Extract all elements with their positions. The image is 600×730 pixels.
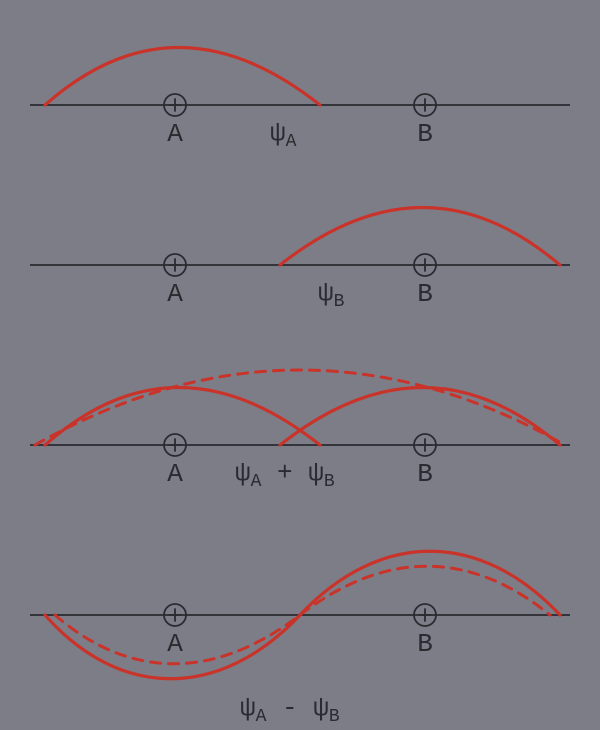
nucleus-label-A: A (167, 279, 183, 309)
formula-part-2: - ψ (266, 693, 328, 723)
formula-part-3: B (329, 707, 340, 727)
formula-part-1: B (334, 292, 345, 312)
nucleus-label-B: B (417, 629, 433, 659)
formula-part-3: B (324, 472, 335, 492)
formula-part-0: ψ (318, 278, 334, 308)
formula-part-0: ψ (270, 118, 286, 148)
nucleus-label-A: A (167, 459, 183, 489)
nucleus-label-B: B (417, 459, 433, 489)
formula-sum: ψA + ψB (235, 458, 335, 492)
formula-diff: ψA - ψB (240, 693, 340, 727)
formula-part-0: ψ (240, 693, 256, 723)
formula-part-1: A (286, 132, 297, 152)
wavefunction-diagram: ABψAABψBABψA + ψBABψA - ψB (0, 0, 600, 730)
nucleus-label-B: B (417, 119, 433, 149)
formula-part-0: ψ (235, 458, 251, 488)
formula-part-1: A (256, 707, 267, 727)
diagram-background (0, 0, 600, 730)
formula-part-2: + ψ (261, 458, 323, 488)
nucleus-label-B: B (417, 279, 433, 309)
formula-part-1: A (251, 472, 262, 492)
nucleus-label-A: A (167, 629, 183, 659)
nucleus-label-A: A (167, 119, 183, 149)
